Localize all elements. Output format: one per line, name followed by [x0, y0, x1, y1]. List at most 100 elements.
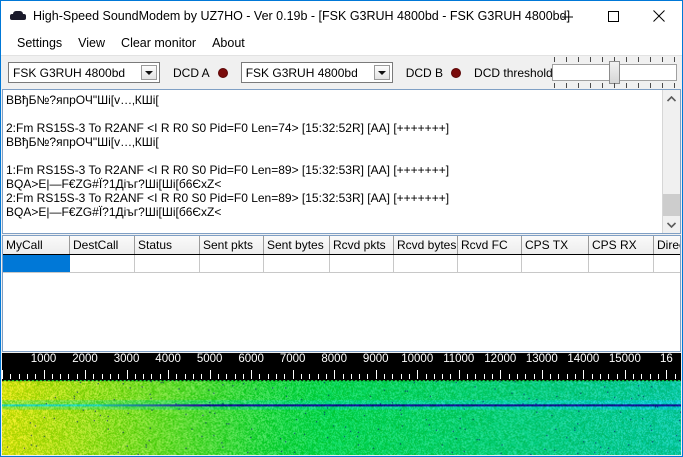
table-header-destcall[interactable]: DestCall	[70, 236, 135, 254]
ruler-major-tick	[666, 370, 667, 379]
slider-tick	[662, 57, 663, 62]
slider-tick	[650, 57, 651, 62]
ruler-minor-tick	[110, 374, 111, 379]
connections-table[interactable]: MyCall DestCall Status Sent pkts Sent bytes R…	[2, 235, 681, 352]
window-title: High-Speed SoundModem by UZ7HO - Ver 0.1…	[33, 9, 571, 23]
ruler-minor-tick	[517, 374, 518, 379]
table-cell[interactable]	[3, 255, 70, 272]
ruler-minor-tick	[151, 374, 152, 379]
ruler-major-tick	[500, 370, 501, 379]
slider-thumb[interactable]	[609, 61, 620, 84]
ruler-minor-tick	[201, 374, 202, 379]
table-cell[interactable]	[330, 255, 394, 272]
ruler-major-tick	[127, 370, 128, 379]
table-header-direction[interactable]: Direction	[654, 236, 680, 254]
ruler-minor-tick	[19, 374, 20, 379]
ruler-minor-tick	[185, 374, 186, 379]
ruler-minor-tick	[442, 374, 443, 379]
waterfall-display[interactable]	[2, 380, 681, 455]
table-header-rcvd-fc[interactable]: Rcvd FC	[458, 236, 522, 254]
ruler-minor-tick	[102, 374, 103, 379]
waterfall-canvas[interactable]	[2, 380, 681, 455]
table-cell[interactable]	[458, 255, 522, 272]
table-header-status[interactable]: Status	[135, 236, 200, 254]
chevron-down-icon[interactable]	[373, 65, 390, 80]
ruler-label: 14000	[567, 353, 600, 365]
ruler-label: 4000	[155, 353, 181, 365]
monitor-text[interactable]: ВВђБ№?япрОЧ"Шi[v…‚КШi[2:Fm RS15S-3 To R2…	[3, 90, 662, 233]
slider-tick	[578, 57, 579, 62]
ruler-minor-tick	[600, 374, 601, 379]
ruler-minor-tick	[160, 374, 161, 379]
table-header-rcvd-bytes[interactable]: Rcvd bytes	[394, 236, 458, 254]
table-cell[interactable]	[135, 255, 200, 272]
chevron-down-icon[interactable]	[141, 65, 157, 80]
ruler-minor-tick	[176, 374, 177, 379]
slider-tick	[662, 83, 663, 88]
ruler-major-tick	[542, 370, 543, 379]
table-row[interactable]	[3, 255, 680, 273]
ruler-label: 11000	[443, 353, 475, 365]
ruler-minor-tick	[658, 374, 659, 379]
table-header-cps-tx[interactable]: CPS TX	[522, 236, 589, 254]
table-header-mycall[interactable]: MyCall	[3, 236, 70, 254]
toolbar: FSK G3RUH 4800bd DCD A FSK G3RUH 4800bd …	[1, 56, 682, 89]
table-body[interactable]	[3, 255, 680, 273]
scroll-down-icon[interactable]	[663, 216, 680, 233]
monitor-scrollbar[interactable]	[662, 90, 680, 233]
menu-item-about[interactable]: About	[212, 36, 245, 50]
monitor-line: BQA>E|—F€ZG#Ï?1Дiъг?Шi[Шi[б6ЄxZ<	[6, 177, 222, 191]
table-cell[interactable]	[522, 255, 589, 272]
ruler-minor-tick	[475, 374, 476, 379]
dcd-b-label: DCD B	[405, 65, 444, 80]
table-cell[interactable]	[394, 255, 458, 272]
menu-item-view[interactable]: View	[78, 36, 106, 50]
dcd-threshold-label: DCD threshold	[474, 65, 553, 80]
ruler-label: 12000	[484, 353, 517, 365]
table-header-cps-rx[interactable]: CPS RX	[589, 236, 654, 254]
ruler-minor-tick	[10, 374, 11, 379]
modem-b-select[interactable]: FSK G3RUH 4800bd	[240, 62, 393, 83]
table-cell[interactable]	[70, 255, 135, 272]
minimize-button[interactable]	[544, 1, 590, 31]
table-cell[interactable]	[200, 255, 264, 272]
modem-a-select[interactable]: FSK G3RUH 4800bd	[8, 62, 160, 83]
ruler-major-tick	[417, 370, 418, 379]
ruler-minor-tick	[633, 374, 634, 379]
monitor-line: 2:Fm RS15S-3 To R2ANF <I R R0 S0 Pid=F0 …	[6, 121, 450, 135]
ruler-major-tick	[625, 370, 626, 379]
ruler-label: 1000	[30, 353, 57, 365]
ruler-minor-tick	[534, 374, 535, 379]
table-cell[interactable]	[654, 255, 680, 272]
table-header-sent-bytes[interactable]: Sent bytes	[264, 236, 330, 254]
scroll-up-icon[interactable]	[663, 90, 680, 107]
ruler-minor-tick	[492, 374, 493, 379]
ruler-minor-tick	[367, 374, 368, 379]
close-button[interactable]	[636, 1, 682, 31]
slider-tick	[602, 83, 603, 88]
ruler-minor-tick	[550, 374, 551, 379]
dcd-threshold-slider[interactable]	[552, 57, 677, 88]
menu-item-settings[interactable]: Settings	[17, 36, 63, 50]
monitor-line: 1:Fm RS15S-3 To R2ANF <I R R0 S0 Pid=F0 …	[6, 163, 450, 177]
scrollbar-thumb[interactable]	[663, 194, 680, 216]
ruler-label: 3000	[113, 353, 140, 365]
maximize-button[interactable]	[590, 1, 636, 31]
table-header-sent-pkts[interactable]: Sent pkts	[200, 236, 264, 254]
ruler-label: 15000	[608, 353, 641, 365]
table-cell[interactable]	[589, 255, 654, 272]
ruler-minor-tick	[359, 374, 360, 379]
table-header-rcvd-pkts[interactable]: Rcvd pkts	[330, 236, 394, 254]
table-cell[interactable]	[264, 255, 330, 272]
ruler-minor-tick	[309, 374, 310, 379]
ruler-minor-tick	[509, 374, 510, 379]
ruler-minor-tick	[650, 374, 651, 379]
ruler-minor-tick	[218, 374, 219, 379]
menu-item-clear-monitor[interactable]: Clear monitor	[121, 36, 197, 50]
window-controls	[544, 1, 682, 31]
ruler-label: 2000	[72, 353, 98, 365]
ruler-label: 10000	[401, 353, 434, 365]
modem-icon	[10, 8, 26, 24]
slider-tick	[674, 57, 675, 62]
